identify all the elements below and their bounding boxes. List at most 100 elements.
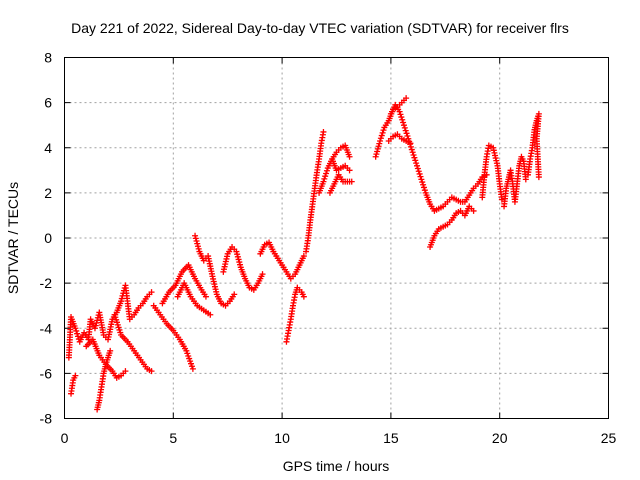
x-tick-label: 25 xyxy=(601,430,617,446)
series-track-r xyxy=(385,131,414,147)
series-track-i xyxy=(192,232,238,309)
data-point xyxy=(323,170,330,177)
data-point xyxy=(396,108,403,115)
data-point xyxy=(377,137,384,144)
data-point xyxy=(421,187,428,194)
data-point xyxy=(259,271,266,278)
y-axis-label: SDTVAR / TECUs xyxy=(5,182,21,294)
data-point xyxy=(378,132,385,139)
series-track-s xyxy=(387,101,490,214)
y-tick-label: -2 xyxy=(40,275,53,291)
data-point xyxy=(403,130,410,137)
data-point xyxy=(107,347,114,354)
data-point xyxy=(148,289,155,296)
series-track-w xyxy=(524,110,542,181)
data-point xyxy=(403,95,410,102)
data-point xyxy=(380,127,387,134)
data-point xyxy=(415,168,422,175)
data-point xyxy=(322,173,329,180)
x-tick-label: 20 xyxy=(492,430,508,446)
data-point xyxy=(323,167,330,174)
y-tick-labels: -8 -6 -4 -2 0 2 4 6 8 xyxy=(40,50,53,427)
data-point xyxy=(407,141,414,148)
data-point xyxy=(412,157,419,164)
y-tick-label: -6 xyxy=(40,365,53,381)
data-point xyxy=(74,333,81,340)
data-point xyxy=(416,170,423,177)
data-point xyxy=(400,119,407,126)
data-point xyxy=(414,162,421,169)
series-track-o xyxy=(326,171,355,196)
series-track-v xyxy=(501,153,529,210)
series-track-t xyxy=(427,203,477,251)
y-tick-label: 8 xyxy=(44,50,52,66)
x-axis-label: GPS time / hours xyxy=(283,458,390,474)
x-tick-label: 10 xyxy=(274,430,290,446)
x-tick-label: 15 xyxy=(383,430,399,446)
data-point xyxy=(207,311,214,318)
series-track-f xyxy=(150,302,196,372)
data-point xyxy=(405,135,412,142)
series-track-m xyxy=(303,128,327,255)
data-point xyxy=(420,181,427,188)
series-track-d xyxy=(83,336,129,381)
data-point xyxy=(418,176,425,183)
data-point xyxy=(74,330,81,337)
data-point xyxy=(320,128,327,135)
x-tick-label: 5 xyxy=(169,430,177,446)
y-tick-label: 4 xyxy=(44,140,52,156)
data-point xyxy=(414,165,421,172)
data-point xyxy=(346,167,353,174)
data-point xyxy=(379,129,386,136)
series-track-b xyxy=(68,372,79,397)
data-point xyxy=(402,127,409,134)
data-point xyxy=(320,178,327,185)
plot-frame xyxy=(64,57,609,419)
data-point xyxy=(202,293,209,300)
data-point xyxy=(72,325,79,332)
data-point xyxy=(522,176,529,183)
series-track-g xyxy=(159,262,209,307)
data-point xyxy=(300,293,307,300)
data-point xyxy=(417,173,424,180)
data-point xyxy=(400,122,407,129)
data-point xyxy=(409,149,416,156)
data-point xyxy=(413,160,420,167)
data-point xyxy=(377,135,384,142)
x-tick-label: 0 xyxy=(61,430,69,446)
data-point xyxy=(148,368,155,375)
series-track-h xyxy=(174,280,214,318)
series-track-c xyxy=(94,347,114,413)
data-point xyxy=(346,153,353,160)
x-tick-labels: 0 5 10 15 20 25 xyxy=(61,430,617,446)
y-tick-label: 6 xyxy=(44,95,52,111)
data-point xyxy=(398,114,405,121)
series-track-k xyxy=(257,239,307,282)
data-point xyxy=(231,291,238,298)
data-markers xyxy=(65,95,542,413)
data-point xyxy=(404,133,411,140)
data-point xyxy=(406,138,413,145)
data-point xyxy=(72,372,79,379)
data-point xyxy=(397,111,404,118)
series-track-j xyxy=(220,244,266,293)
data-point xyxy=(470,207,477,214)
data-point xyxy=(73,327,80,334)
series-track-n xyxy=(316,156,353,196)
data-point xyxy=(535,174,542,181)
data-point xyxy=(348,178,355,185)
series-track-l xyxy=(283,284,307,345)
data-point xyxy=(408,146,415,153)
y-tick-label: 0 xyxy=(44,230,52,246)
y-tick-label: -4 xyxy=(40,320,53,336)
data-point xyxy=(420,184,427,191)
data-point xyxy=(189,365,196,372)
data-point xyxy=(410,151,417,158)
data-point xyxy=(401,124,408,131)
series-track-a xyxy=(65,282,155,361)
data-point xyxy=(419,179,426,186)
data-point xyxy=(407,143,414,150)
data-point xyxy=(122,368,129,375)
data-point xyxy=(399,116,406,123)
